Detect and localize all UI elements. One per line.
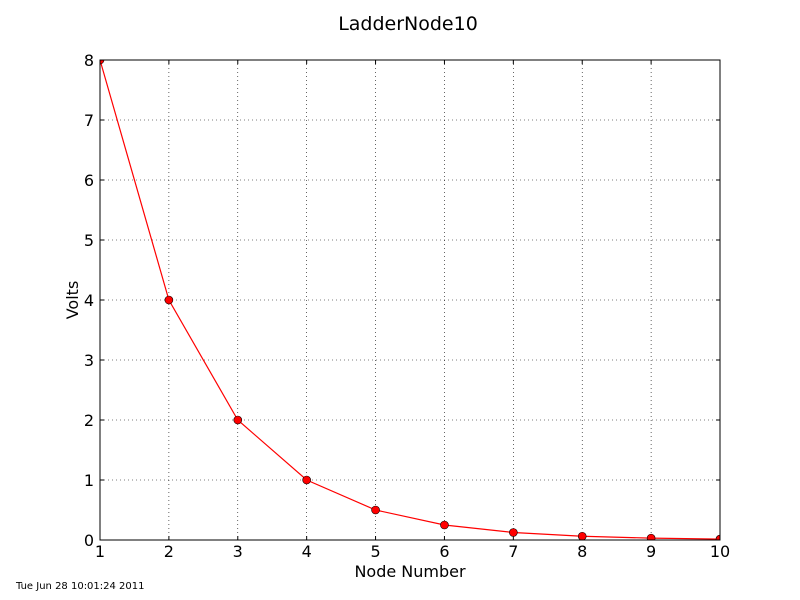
y-tick-label: 8 [84, 51, 94, 70]
data-point [233, 415, 243, 425]
y-tick-label: 2 [84, 411, 94, 430]
y-tick-label: 6 [84, 171, 94, 190]
data-point [164, 295, 174, 305]
data-point [100, 60, 105, 65]
data-point [646, 533, 656, 540]
grid [99, 59, 721, 541]
y-tick-label: 1 [84, 471, 94, 490]
data-point [715, 534, 720, 540]
x-tick-label: 3 [233, 542, 243, 561]
plot-frame [99, 59, 721, 541]
x-tick-label: 7 [508, 542, 518, 561]
data-point [302, 475, 311, 485]
x-tick-label: 8 [577, 542, 587, 561]
data-point [440, 520, 449, 530]
timestamp: Tue Jun 28 10:01:24 2011 [15, 581, 145, 592]
y-tick-label: 3 [84, 351, 94, 370]
x-tick-label: 5 [370, 542, 380, 561]
y-tick-labels: 0 1 2 3 4 5 6 7 8 [84, 51, 94, 550]
series-group [100, 60, 720, 540]
series-line [100, 60, 720, 540]
y-tick-label: 4 [84, 291, 94, 310]
x-tick-label: 1 [95, 542, 105, 561]
x-tick-labels: 1 2 3 4 5 6 7 8 9 10 [95, 542, 730, 561]
x-tick-label: 4 [302, 542, 312, 561]
data-point [371, 505, 380, 515]
series-layer [100, 60, 720, 540]
y-axis-label: Volts [63, 281, 82, 320]
data-point [577, 531, 587, 540]
y-tick-label: 0 [84, 531, 94, 550]
x-tick-label: 2 [164, 542, 174, 561]
y-tick-label: 7 [84, 111, 94, 130]
x-tick-label: 9 [646, 542, 656, 561]
y-tick-label: 5 [84, 231, 94, 250]
data-point [509, 528, 518, 537]
x-tick-label: 10 [710, 542, 730, 561]
x-tick-label: 6 [439, 542, 449, 561]
x-axis-label: Node Number [354, 562, 466, 581]
chart-title: LadderNode10 [338, 13, 478, 35]
